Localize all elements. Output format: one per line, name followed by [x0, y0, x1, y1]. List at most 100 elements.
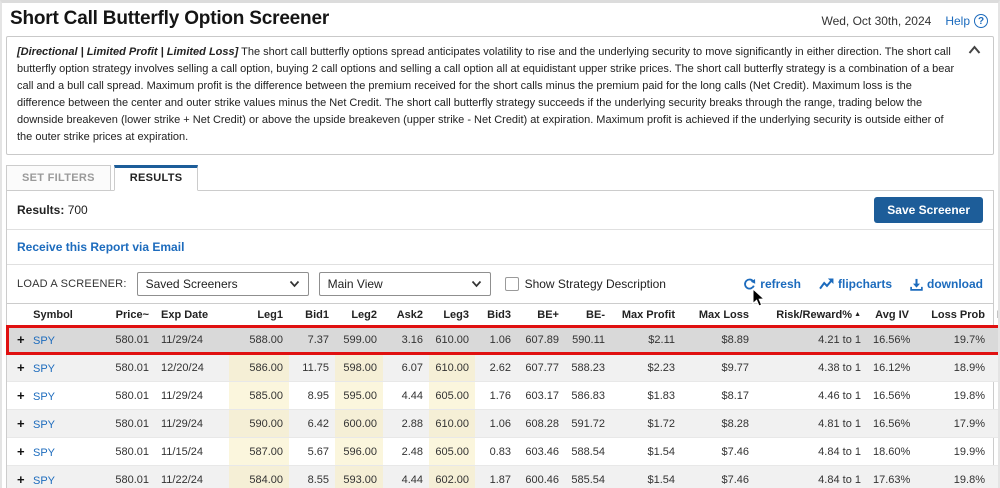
- cell-leg3: 602.00: [429, 465, 475, 488]
- col-header-exp-date[interactable]: Exp Date: [161, 309, 209, 322]
- col-header-risk-reward-[interactable]: Risk/Reward% ▲: [776, 309, 861, 322]
- tab-results[interactable]: RESULTS: [113, 165, 199, 192]
- expand-row-icon[interactable]: +: [17, 360, 25, 376]
- col-header-leg2[interactable]: Leg2: [351, 309, 377, 322]
- cell-links: [991, 354, 998, 382]
- col-header-price-[interactable]: Price~: [115, 309, 149, 322]
- saved-screeners-select[interactable]: Saved Screeners: [136, 272, 309, 297]
- cell-price: 580.01: [115, 417, 149, 430]
- cell-leg1: 588.00: [229, 325, 289, 354]
- cell-ask2: 4.44: [401, 473, 423, 486]
- col-header-ask2[interactable]: Ask2: [396, 309, 423, 322]
- cell-be-minus: 585.54: [571, 473, 605, 486]
- cell-avg-iv: 17.63%: [873, 473, 911, 486]
- col-header-avg-iv[interactable]: Avg IV: [875, 309, 909, 322]
- cell-leg3: 610.00: [429, 409, 475, 438]
- expand-row-icon[interactable]: +: [17, 332, 25, 348]
- cell-bid1: 5.67: [307, 445, 329, 458]
- download-link[interactable]: download: [910, 277, 983, 291]
- email-row: Receive this Report via Email: [7, 230, 993, 266]
- cell-be-minus: 586.83: [571, 389, 605, 402]
- cell-leg2: 593.00: [335, 465, 383, 488]
- col-header-leg3[interactable]: Leg3: [443, 309, 469, 322]
- col-header-be-[interactable]: BE+: [537, 309, 559, 322]
- cell-be-plus: 600.46: [525, 473, 559, 486]
- cell-leg3: 605.00: [429, 381, 475, 410]
- expand-row-icon[interactable]: +: [17, 472, 25, 488]
- help-icon: ?: [974, 14, 988, 28]
- cell-bid1: 11.75: [302, 361, 329, 374]
- cell-risk-reward: 4.84 to 1: [818, 445, 861, 458]
- page-title: Short Call Butterfly Option Screener: [10, 8, 330, 29]
- cell-leg1: 590.00: [229, 409, 289, 438]
- cell-links: [991, 466, 998, 488]
- cell-be-plus: 608.28: [525, 417, 559, 430]
- show-strategy-checkbox[interactable]: [504, 277, 519, 292]
- symbol-link[interactable]: SPY: [33, 363, 56, 376]
- refresh-link[interactable]: refresh: [743, 277, 801, 291]
- cell-loss-prob: 18.9%: [953, 361, 985, 374]
- cell-leg2: 598.00: [335, 353, 383, 382]
- symbol-link[interactable]: SPY: [33, 335, 56, 348]
- cell-ask2: 4.44: [401, 389, 423, 402]
- col-header-loss-prob[interactable]: Loss Prob: [931, 309, 985, 322]
- cell-links: [991, 438, 998, 466]
- email-report-link[interactable]: Receive this Report via Email: [17, 240, 185, 255]
- col-header-max-loss[interactable]: Max Loss: [698, 309, 749, 322]
- cell-bid3: 1.06: [489, 417, 511, 430]
- symbol-link[interactable]: SPY: [33, 475, 56, 488]
- symbol-link[interactable]: SPY: [33, 419, 56, 432]
- col-header-bid3[interactable]: Bid3: [487, 309, 511, 322]
- help-label: Help: [945, 14, 970, 28]
- refresh-label: refresh: [760, 277, 801, 292]
- help-link[interactable]: Help ?: [945, 14, 988, 28]
- flipcharts-link[interactable]: flipcharts: [819, 277, 892, 291]
- cell-leg1: 584.00: [229, 465, 289, 488]
- expand-row-icon[interactable]: +: [17, 388, 25, 404]
- cell-symbol: + SPY: [7, 466, 99, 488]
- col-header-leg1[interactable]: Leg1: [257, 309, 283, 322]
- cell-symbol: + SPY: [7, 325, 99, 354]
- cell-symbol: + SPY: [7, 410, 99, 438]
- cell-avg-iv: 18.60%: [873, 445, 911, 458]
- refresh-icon: [744, 278, 756, 290]
- view-select-value: Main View: [327, 277, 383, 292]
- save-screener-button[interactable]: Save Screener: [874, 197, 983, 224]
- cell-price: 580.01: [115, 361, 149, 374]
- cell-avg-iv: 16.56%: [873, 417, 911, 430]
- cell-be-plus: 607.77: [525, 361, 559, 374]
- expand-row-icon[interactable]: +: [17, 416, 25, 432]
- cell-max-profit: $1.72: [647, 417, 675, 430]
- symbol-link[interactable]: SPY: [33, 447, 56, 460]
- col-header-links[interactable]: Links: [991, 304, 998, 326]
- view-select[interactable]: Main View: [318, 272, 491, 297]
- col-header-bid1[interactable]: Bid1: [305, 309, 329, 322]
- cell-ask2: 2.48: [401, 445, 423, 458]
- cell-risk-reward: 4.81 to 1: [818, 417, 861, 430]
- table-row: + SPY 580.01 11/15/24 587.00 5.67 596.00 2.48 60…: [7, 437, 998, 466]
- col-header-symbol[interactable]: Symbol: [33, 309, 73, 322]
- cell-leg3: 610.00: [429, 353, 475, 382]
- col-header-max-profit[interactable]: Max Profit: [621, 309, 675, 322]
- cell-bid1: 7.37: [289, 325, 335, 354]
- cell-links: [991, 325, 998, 354]
- cell-ask2: 6.07: [401, 361, 423, 374]
- cell-max-loss: $8.89: [681, 325, 755, 354]
- strategy-tags: [Directional | Limited Profit | Limited …: [17, 46, 239, 58]
- show-strategy-label: Show Strategy Description: [524, 277, 666, 292]
- cell-risk-reward: 4.46 to 1: [818, 389, 861, 402]
- cell-max-profit: $2.11: [611, 325, 681, 354]
- cell-be-plus: 603.46: [525, 445, 559, 458]
- cell-leg1: 586.00: [229, 353, 289, 382]
- cell-avg-iv: 16.56%: [873, 389, 911, 402]
- symbol-link[interactable]: SPY: [33, 391, 56, 404]
- expand-row-icon[interactable]: +: [17, 444, 25, 460]
- col-header-be-[interactable]: BE-: [586, 309, 605, 322]
- cell-leg2: 600.00: [335, 409, 383, 438]
- download-label: download: [927, 277, 983, 292]
- tab-set-filters[interactable]: SET FILTERS: [6, 165, 111, 192]
- cell-max-profit: $1.54: [647, 473, 675, 486]
- collapse-chevron-icon[interactable]: [968, 45, 981, 55]
- cell-price: 580.01: [115, 445, 149, 458]
